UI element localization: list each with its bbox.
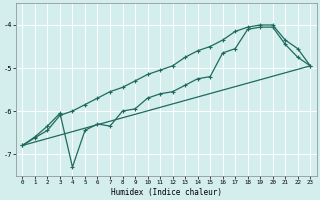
X-axis label: Humidex (Indice chaleur): Humidex (Indice chaleur) bbox=[111, 188, 222, 197]
